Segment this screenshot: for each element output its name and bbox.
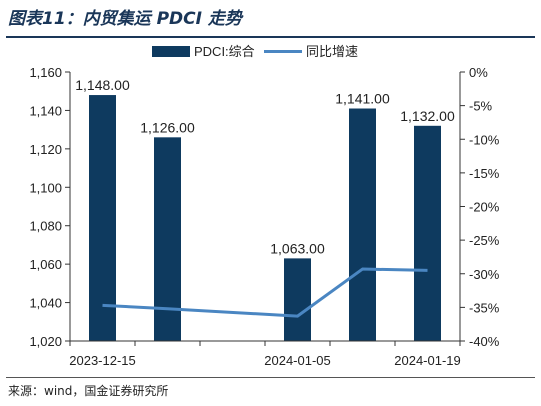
- title-divider: [6, 36, 535, 38]
- left-tick-label-1060: 1,060: [29, 257, 62, 272]
- bar-2023-12-15: [89, 95, 116, 341]
- left-tick-label-1100: 1,100: [29, 180, 62, 195]
- bar-value-label-2024-01-05: 1,063.00: [270, 240, 325, 256]
- bar-2024-01-12: [349, 108, 376, 341]
- right-tick-label--25: -25%: [469, 233, 500, 248]
- left-tick-label-1040: 1,040: [29, 296, 62, 311]
- bar-value-label-2024-01-19: 1,132.00: [400, 108, 455, 124]
- legend-bar-swatch: [152, 46, 190, 57]
- right-tick-label--35: -35%: [469, 300, 500, 315]
- right-tick-label--40: -40%: [469, 334, 500, 349]
- bar-value-label-2023-12-15: 1,148.00: [75, 77, 130, 93]
- left-tick-label-1160: 1,160: [29, 65, 62, 80]
- bar-value-label-2024-01-12: 1,141.00: [335, 91, 390, 107]
- right-tick-label--30: -30%: [469, 267, 500, 282]
- left-tick-label-1120: 1,120: [29, 142, 62, 157]
- left-tick-label-1140: 1,140: [29, 103, 62, 118]
- source-note: 来源：wind，国金证券研究所: [8, 384, 169, 398]
- pdci-chart: PDCI:综合 同比增速 1,148.00 1,126.00 1,063.00 1,141…: [29, 44, 500, 368]
- right-tick-label--10: -10%: [469, 132, 500, 147]
- figure-title: 图表11：内贸集运 PDCI 走势: [8, 9, 242, 29]
- bar-2024-01-19: [414, 125, 441, 341]
- right-tick-label--20: -20%: [469, 200, 500, 215]
- yoy-growth-line: [102, 267, 428, 318]
- left-tick-label-1080: 1,080: [29, 219, 62, 234]
- x-tick-label-2024-01-05: 2024-01-05: [264, 353, 331, 368]
- legend-label-bar: PDCI:综合: [194, 44, 255, 59]
- x-tick-label-2023-12-15: 2023-12-15: [69, 353, 136, 368]
- bar-value-label-2023-12-22: 1,126.00: [140, 119, 195, 135]
- source-divider: [6, 377, 535, 378]
- right-tick-label-0: 0%: [469, 65, 488, 80]
- left-tick-label-1020: 1,020: [29, 334, 62, 349]
- x-tick-label-2024-01-19: 2024-01-19: [394, 353, 461, 368]
- bar-2024-01-05: [284, 258, 311, 341]
- right-tick-label--5: -5%: [469, 99, 493, 114]
- right-tick-label--15: -15%: [469, 166, 500, 181]
- legend-label-line: 同比增速: [306, 44, 358, 59]
